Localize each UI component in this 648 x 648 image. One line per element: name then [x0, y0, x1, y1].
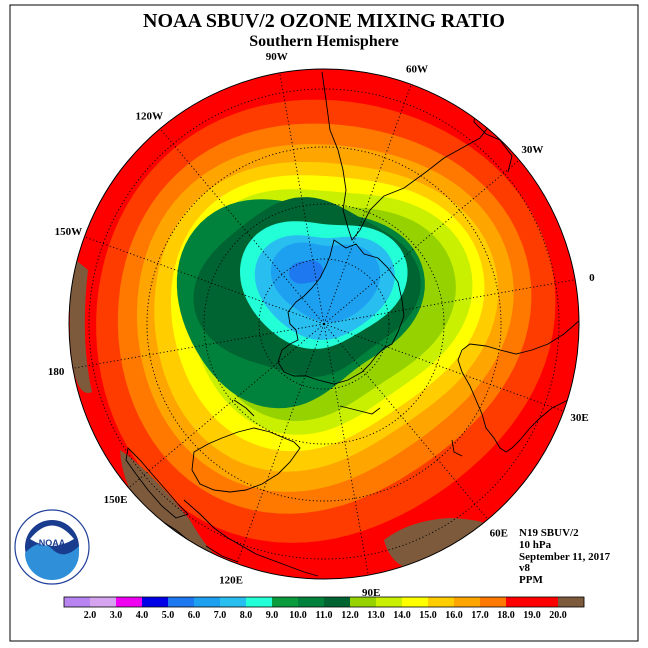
legend-tick-label: 2.0 — [84, 610, 97, 621]
legend-swatch — [506, 597, 533, 607]
version-label: v8 — [519, 562, 531, 574]
map-subtitle: Southern Hemisphere — [249, 33, 398, 50]
legend-tick-label: 19.0 — [523, 610, 541, 621]
legend-tick-label: 7.0 — [214, 610, 227, 621]
contour-20-southwest — [120, 450, 240, 578]
meridian-1 — [323, 278, 579, 325]
legend-swatch — [480, 597, 507, 607]
logo-text: NOAA — [39, 538, 66, 548]
legend-tick-label: 3.0 — [110, 610, 123, 621]
contour-20-west — [70, 255, 92, 393]
legend-tick-label: 12.0 — [341, 610, 359, 621]
new-zealand-coast — [125, 447, 189, 519]
color-legend: 2.0 3.0 4.0 5.0 6.0 7.0 8.0 9.0 10.0 11.0 12.0 13.0… — [63, 596, 585, 621]
legend-swatch — [116, 597, 143, 607]
legend-tick-label: 17.0 — [471, 610, 489, 621]
legend-swatch — [532, 597, 559, 607]
instrument-label: N19 SBUV/2 — [519, 527, 579, 539]
legend-swatch — [376, 597, 403, 607]
meridian-6 — [123, 323, 325, 493]
parallel-3 — [146, 146, 502, 502]
parallel-2 — [203, 203, 445, 445]
legend-tick-label: 14.0 — [393, 610, 411, 621]
longitude-label: 60E — [490, 527, 508, 539]
legend-tick-label: 11.0 — [316, 610, 333, 621]
logo-gull-icon — [30, 525, 74, 546]
legend-tick-label: 9.0 — [266, 610, 279, 621]
map-boundary — [68, 68, 580, 580]
meridian-4 — [323, 323, 370, 579]
longitude-label: 30W — [521, 144, 543, 156]
legend-swatch — [402, 597, 429, 607]
longitude-label: 30E — [570, 412, 588, 424]
map-title: NOAA SBUV/2 OZONE MIXING RATIO — [143, 10, 505, 32]
legend-swatch — [246, 597, 273, 607]
meridian-10 — [278, 69, 325, 325]
legend-swatch — [90, 597, 117, 607]
date-label: September 11, 2017 — [519, 551, 611, 563]
legend-tick-label: 4.0 — [136, 610, 149, 621]
legend-tick-label: 16.0 — [445, 610, 463, 621]
meridian-2 — [323, 323, 571, 415]
meridian-5 — [233, 323, 325, 571]
antarctica-coast — [277, 239, 405, 385]
legend-swatch — [324, 597, 351, 607]
legend-swatch — [454, 597, 481, 607]
polar-map — [69, 69, 579, 579]
units-label: PPM — [519, 574, 543, 586]
logo-wave-icon — [25, 543, 79, 580]
longitude-label: 180 — [48, 366, 65, 378]
legend-swatch — [272, 597, 299, 607]
longitude-label: 90W — [266, 51, 288, 63]
legend-tick-label: 10.0 — [289, 610, 307, 621]
legend-tick-label: 8.0 — [240, 610, 253, 621]
australia-coast — [191, 427, 301, 493]
legend-swatch — [558, 597, 585, 607]
ozone-contours — [69, 69, 579, 579]
legend-tick-label: 5.0 — [162, 610, 175, 621]
ice-shelf-edge — [233, 399, 381, 417]
info-block: N19 SBUV/2 10 hPa September 11, 2017 v8 … — [519, 527, 611, 586]
legend-swatch — [298, 597, 325, 607]
parallel-1 — [258, 258, 390, 390]
meridian-12 — [323, 155, 525, 325]
longitude-label: 90E — [362, 587, 380, 599]
longitude-label: 120E — [219, 575, 243, 587]
south-america-coast — [321, 71, 513, 241]
legend-tick-label: 15.0 — [419, 610, 437, 621]
meridian-7 — [69, 323, 325, 370]
longitude-label: 150E — [104, 494, 128, 506]
legend-tick-label: 20.0 — [549, 610, 567, 621]
longitude-label: 120W — [135, 111, 163, 123]
legend-swatch — [194, 597, 221, 607]
meridian-11 — [323, 77, 415, 325]
africa-coast — [451, 319, 579, 457]
longitude-label: 150W — [55, 226, 83, 238]
meridian-3 — [323, 323, 493, 525]
level-label: 10 hPa — [519, 539, 552, 551]
legend-tick-label: 6.0 — [188, 610, 201, 621]
contour-20-southeast — [384, 518, 489, 570]
graticule — [69, 69, 579, 579]
figure-border — [9, 4, 639, 642]
meridian-9 — [155, 123, 325, 325]
meridian-8 — [77, 233, 325, 325]
longitude-label: 60W — [406, 63, 428, 75]
longitude-label: 0 — [589, 272, 595, 284]
legend-swatch — [168, 597, 195, 607]
legend-swatch — [64, 597, 91, 607]
legend-tick-label: 13.0 — [367, 610, 385, 621]
legend-swatch — [350, 597, 377, 607]
parallel-4 — [88, 88, 560, 560]
legend-border — [63, 596, 585, 608]
legend-tick-label: 18.0 — [497, 610, 515, 621]
legend-swatch — [142, 597, 169, 607]
legend-swatch — [428, 597, 455, 607]
contour-6 — [289, 260, 323, 284]
legend-swatch — [220, 597, 247, 607]
longitude-labels: 90W 60W 30W 0 30E 60E 90E 120E 150E 180 150W 120W — [48, 51, 595, 599]
noaa-logo: NOAA — [14, 509, 90, 585]
